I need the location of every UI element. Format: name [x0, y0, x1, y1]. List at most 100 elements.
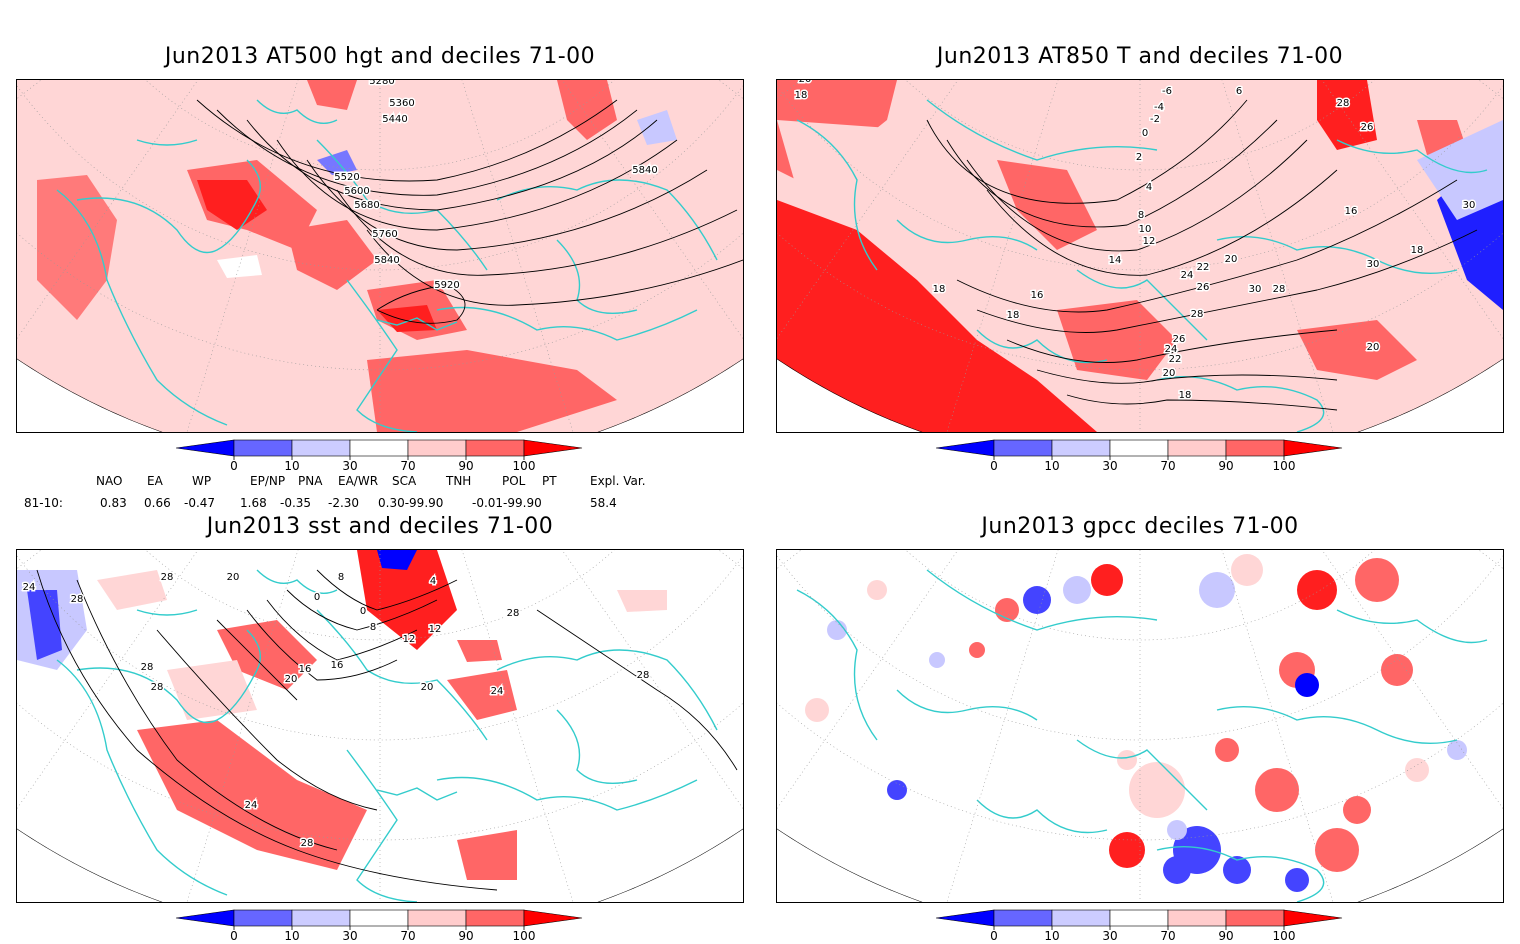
- contour-label: 5600: [344, 186, 369, 197]
- index-header-sca: SCA: [392, 474, 417, 488]
- coastline: [1156, 846, 1325, 902]
- precip-decile-patch: [1255, 768, 1299, 812]
- contour-label: 28: [151, 682, 164, 693]
- contour-label: 5920: [434, 280, 459, 291]
- colorbar-at850: 0 10 30 70 90 100: [935, 438, 1346, 476]
- index-value-wp: -0.47: [184, 496, 216, 510]
- contour-label: -2: [1150, 114, 1160, 125]
- colorbar-tick-label: 100: [1273, 929, 1296, 940]
- colorbar-tick-label: 0: [230, 929, 238, 940]
- colorbar-sst-svg: 0 10 30 70 90 100: [175, 909, 583, 943]
- colorbar-tick-label: 70: [400, 459, 415, 472]
- precip-decile-patch: [1315, 828, 1359, 872]
- contour-label: 5760: [372, 229, 397, 240]
- contour-line: [286, 589, 438, 631]
- contour-label: 18: [1411, 245, 1424, 256]
- contour-line: [976, 229, 1478, 333]
- contour-label: 12: [403, 634, 416, 645]
- contour-label: 26: [1173, 334, 1186, 345]
- contour-label: 20: [285, 674, 298, 685]
- contour-label: 10: [1139, 224, 1152, 235]
- contour-label: 30: [1249, 284, 1262, 295]
- coastline: [1156, 376, 1325, 432]
- index-value-tnh-pol: -0.01-99.90: [472, 496, 542, 510]
- coastline: [136, 139, 198, 146]
- index-value-eawr: -2.30: [328, 496, 360, 510]
- coastline: [926, 569, 1158, 631]
- map-hemisphere: [777, 550, 1503, 902]
- contour-label: 20: [1163, 368, 1176, 379]
- contour-line: [216, 619, 298, 701]
- contour-line: [966, 139, 1308, 252]
- precip-decile-patch: [1405, 758, 1429, 782]
- contour-label: -6: [1162, 86, 1172, 97]
- precip-decile-patch: [1297, 570, 1337, 610]
- colorbar-bin: [1051, 909, 1111, 927]
- contour-line: [926, 99, 1248, 204]
- colorbar-tick-label: 70: [1160, 459, 1175, 472]
- map-at500: 5280 5360 5440 5520 5600 5680 5760 5840 5920 5840: [16, 79, 744, 433]
- contour-line: [36, 569, 498, 891]
- contour-line: [1006, 329, 1338, 363]
- coastline: [346, 749, 418, 902]
- anomaly-shading: [777, 120, 957, 220]
- coastline: [76, 159, 261, 254]
- colorbar-bin: [291, 439, 351, 457]
- map-gpcc-canvas: [777, 550, 1503, 902]
- colorbar-tick-label: 0: [990, 459, 998, 472]
- contour-line: [276, 139, 678, 231]
- colorbar-tick-label: 70: [1160, 929, 1175, 940]
- colorbar-bin: [407, 439, 467, 457]
- coastline: [976, 329, 1108, 364]
- colorbar-arrow-high: [1283, 439, 1343, 457]
- index-value-nao: 0.83: [100, 496, 127, 510]
- contour-label: 12: [1143, 236, 1156, 247]
- contour-label: 18: [933, 284, 946, 295]
- precip-decile-patch: [1355, 558, 1399, 602]
- colorbar-bin: [1109, 439, 1169, 457]
- colorbar-tick-label: 90: [1218, 459, 1233, 472]
- contour-label: 20: [799, 80, 812, 85]
- contour-label: 16: [331, 660, 344, 671]
- precip-decile-patch: [1295, 673, 1319, 697]
- panel-title-gpcc: Jun2013 gpcc deciles 71-00: [981, 514, 1299, 539]
- index-value-pna: -0.35: [280, 496, 312, 510]
- index-header-tnh: TNH: [446, 474, 472, 488]
- colorbar-sst: 0 10 30 70 90 100: [175, 908, 586, 944]
- map-hemisphere: 2018-6-4-2602481012141618182022242628302…: [777, 80, 1503, 432]
- contour-line: [986, 169, 1338, 276]
- contour-label: 28: [507, 608, 520, 619]
- anomaly-shading: [137, 720, 367, 870]
- coastline: [896, 219, 1038, 251]
- colorbar-bin: [1051, 439, 1111, 457]
- contour-line: [246, 609, 398, 681]
- contour-label: 20: [1367, 342, 1380, 353]
- contour-label: 30: [1463, 200, 1476, 211]
- contour-label: 8: [1138, 210, 1144, 221]
- colorbar-bin: [1225, 439, 1285, 457]
- index-value-ea: 0.66: [144, 496, 171, 510]
- contour-label: 30: [1367, 259, 1380, 270]
- contour-label: 28: [161, 572, 174, 583]
- coastline: [1076, 739, 1208, 811]
- contour-label: -4: [1154, 102, 1164, 113]
- precip-decile-patch: [929, 652, 945, 668]
- index-header-eawr: EA/WR: [338, 474, 379, 488]
- contour-label: 18: [1007, 310, 1020, 321]
- panel-title-sst: Jun2013 sst and deciles 71-00: [206, 514, 554, 539]
- anomaly-shading: [1057, 300, 1177, 380]
- colorbar-tick-label: 0: [230, 459, 238, 472]
- coastline: [796, 119, 878, 271]
- contour-label: 20: [421, 682, 434, 693]
- index-header-nao: NAO: [96, 474, 123, 488]
- precip-decile-patch: [1109, 832, 1145, 868]
- precip-decile-patch: [827, 620, 847, 640]
- contour-line: [336, 189, 738, 276]
- contour-line: [216, 109, 638, 196]
- coastline: [136, 609, 198, 616]
- colorbar-arrow-high: [523, 439, 583, 457]
- colorbar-at850-svg: 0 10 30 70 90 100: [935, 439, 1343, 473]
- colorbar-bin: [1225, 909, 1285, 927]
- map-at850: 2018-6-4-2602481012141618182022242628302…: [776, 79, 1504, 433]
- map-at500-canvas: 5280 5360 5440 5520 5600 5680 5760 5840 5920 5840: [17, 80, 743, 432]
